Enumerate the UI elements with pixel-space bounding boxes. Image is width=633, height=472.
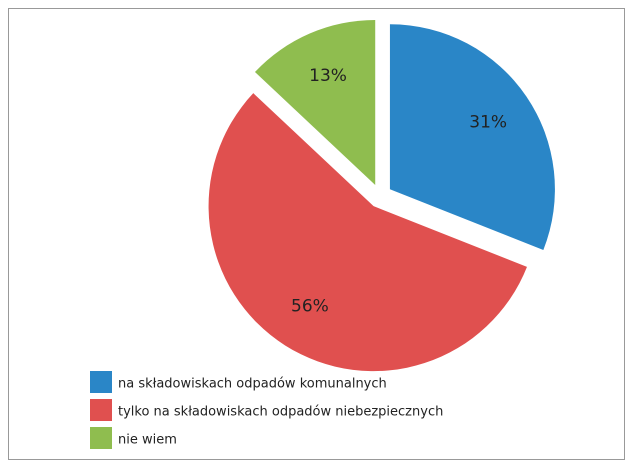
legend-swatch (90, 427, 112, 449)
pie-slice (208, 93, 527, 372)
legend-swatch (90, 371, 112, 393)
slice-label: 31% (469, 112, 507, 132)
legend-label: na składowiskach odpadów komunalnych (118, 377, 387, 392)
legend-swatch (90, 399, 112, 421)
pie-slice (389, 24, 555, 250)
legend-label: tylko na składowiskach odpadów niebezpie… (118, 405, 443, 420)
slice-label: 56% (291, 296, 329, 316)
slice-label: 13% (309, 66, 347, 86)
pie-slice (254, 19, 376, 185)
legend-label: nie wiem (118, 433, 177, 448)
